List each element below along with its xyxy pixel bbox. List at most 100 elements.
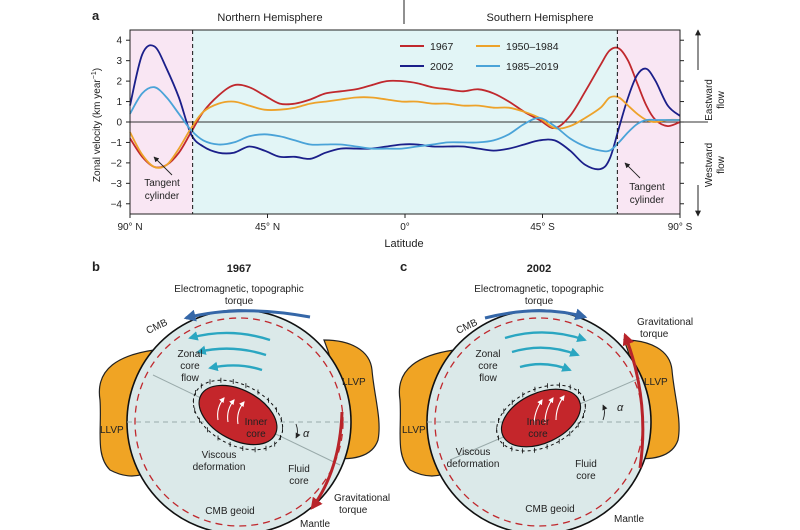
eastward-word: Eastward	[704, 79, 715, 121]
panel-c-torque-line1: Electromagnetic, topographic	[474, 284, 604, 295]
panel-b-inner-line1: Inner	[245, 417, 268, 428]
panel-c-zonal-arrow-2	[511, 346, 580, 357]
y-tick-label: 3	[116, 56, 122, 67]
legend-label: 1985–2019	[506, 61, 559, 73]
y-axis-label-main: Zonal velocity (km year	[92, 79, 103, 182]
panel-b-fluid-label: Fluid core	[288, 464, 310, 487]
panel-c-fluid-line2: core	[576, 471, 596, 482]
panel-b-grav-arrow	[310, 411, 344, 510]
panel-c-viscous-line1: Viscous	[456, 447, 491, 458]
y-tick-label: 2	[116, 77, 122, 88]
series-line-19501984	[129, 95, 681, 169]
panel-b-inner-arrow-2	[227, 399, 235, 423]
panel-b-llvp-right-label: LLVP	[342, 377, 366, 388]
legend: 1967 2002 1950–1984 1985–2019	[400, 41, 559, 73]
panel-b-fluid-line1: Fluid	[288, 464, 310, 475]
eastward-flow-word: flow	[716, 90, 727, 109]
panel-c-year: 2002	[527, 263, 551, 275]
series-layer	[129, 44, 681, 171]
panel-c-label: c	[400, 259, 407, 274]
tangent-cylinder-lines	[192, 30, 618, 214]
panel-c-fluid-label: Fluid core	[575, 459, 597, 482]
legend-label: 2002	[430, 61, 454, 73]
tangent-left-label: Tangent cylinder	[144, 178, 180, 202]
panel-c-llvp-right-label: LLVP	[644, 377, 668, 388]
panel-c-grav-arrow	[622, 332, 645, 469]
panel-c-mantle: Mantle	[614, 514, 644, 525]
y-tick-label: 0	[116, 118, 122, 129]
tangent-right-line2: cylinder	[630, 195, 665, 206]
y-tick-label: −2	[111, 158, 123, 169]
tangent-left-line1: Tangent	[144, 178, 180, 189]
panel-b-viscous-label: Viscous deformation	[193, 450, 246, 473]
panel-b-zonal-arrow-2	[196, 345, 267, 357]
panel-c-inner-line2: core	[528, 429, 548, 440]
panel-c-alpha-arrow	[602, 404, 608, 421]
panel-b-alpha: α	[303, 428, 310, 440]
tangent-left-arrow	[153, 156, 173, 176]
y-tick-label: 1	[116, 97, 122, 108]
panel-c-zonal-arrow-1	[504, 331, 587, 342]
panel-c-fluid-line1: Fluid	[575, 459, 597, 470]
x-tick-label: 90° S	[668, 222, 693, 233]
panel-c-zonal-line3: flow	[479, 373, 498, 384]
y-tick-label: −1	[111, 138, 123, 149]
panel-b-zonal-label: Zonal core flow	[177, 349, 202, 384]
panel-b-inner-arrow-3	[237, 401, 245, 425]
x-tick-label: 45° S	[530, 222, 555, 233]
panel-b-viscous-line2: deformation	[193, 462, 246, 473]
westward-label: Westwardflow	[704, 143, 727, 187]
panel-c-inner-line1: Inner	[527, 417, 550, 428]
panel-c-grav-label: Gravitational torque	[637, 317, 693, 340]
southern-hemisphere-label: Southern Hemisphere	[486, 12, 593, 24]
panel-c-torque-label: Electromagnetic, topographic torque	[474, 284, 604, 307]
y-tick-label: −3	[111, 179, 123, 190]
y-axis-label-close: )	[92, 68, 103, 71]
panel-b-torque-label: Electromagnetic, topographic torque	[174, 284, 304, 307]
panel-b-viscous-line1: Viscous	[202, 450, 237, 461]
panel-a-chart: 4 3 2 1 0 −1 −2 −3 −4 90° N 45° N 0° 45° S 90° S a No…	[91, 0, 727, 250]
panel-b-cmb: CMB	[145, 317, 170, 337]
panel-c-grav-line1: Gravitational	[637, 317, 693, 328]
panel-b-alpha-arrow	[295, 423, 301, 439]
x-tick-label: 90° N	[117, 222, 142, 233]
panel-b-year: 1967	[227, 263, 251, 275]
series-line-2002	[129, 44, 681, 171]
panel-b-inner-label: Inner core	[245, 417, 268, 440]
axes: 4 3 2 1 0 −1 −2 −3 −4 90° N 45° N 0° 45° S 90° S	[111, 29, 693, 233]
panel-b-zonal-line3: flow	[181, 373, 200, 384]
northern-hemisphere-label: Northern Hemisphere	[217, 12, 322, 24]
panel-c-inner-label: Inner core	[527, 417, 550, 440]
legend-label: 1950–1984	[506, 41, 559, 53]
panel-b-zonal-arrow-1	[188, 331, 271, 342]
tangent-right-label: Tangent cylinder	[629, 182, 665, 206]
panel-c-zonal-line1: Zonal	[475, 349, 500, 360]
panel-b-zonal-line1: Zonal	[177, 349, 202, 360]
panel-b-torque-line1: Electromagnetic, topographic	[174, 284, 304, 295]
panel-b-llvp-left-label: LLVP	[100, 425, 124, 436]
panel-c-viscous-label: Viscous deformation	[447, 447, 500, 470]
panel-b-fluid-line2: core	[289, 476, 309, 487]
y-tick-label: −4	[111, 199, 123, 210]
panel-c-diagram: c 2002 Electromagnetic, topographic torqu…	[398, 259, 693, 530]
panel-b-inner-arrow-1	[217, 397, 225, 421]
panel-c-torque-line2: torque	[525, 296, 554, 307]
panel-c-zonal-label: Zonal core flow	[475, 349, 500, 384]
x-tick-label: 0°	[400, 222, 410, 233]
panel-c-inner-arrow-2	[544, 397, 554, 424]
tangent-right-line1: Tangent	[629, 182, 665, 193]
panel-c-torque-arrow	[484, 308, 588, 321]
tangent-right-arrow	[624, 162, 641, 179]
eastward-label: Eastwardflow	[704, 79, 727, 121]
x-axis-label: Latitude	[384, 238, 423, 250]
panel-b-torque-line2: torque	[225, 296, 254, 307]
panel-a-label: a	[92, 8, 100, 23]
y-axis-label-exp: −1	[91, 71, 98, 79]
panel-c-zonal-arrow-3	[519, 362, 572, 372]
panel-b-zonal-arrow-3	[208, 361, 263, 372]
panel-c-zonal-line2: core	[478, 361, 498, 372]
panel-b-label: b	[92, 259, 100, 274]
panel-b-zonal-line2: core	[180, 361, 200, 372]
panel-b-torque-arrow	[183, 309, 311, 322]
